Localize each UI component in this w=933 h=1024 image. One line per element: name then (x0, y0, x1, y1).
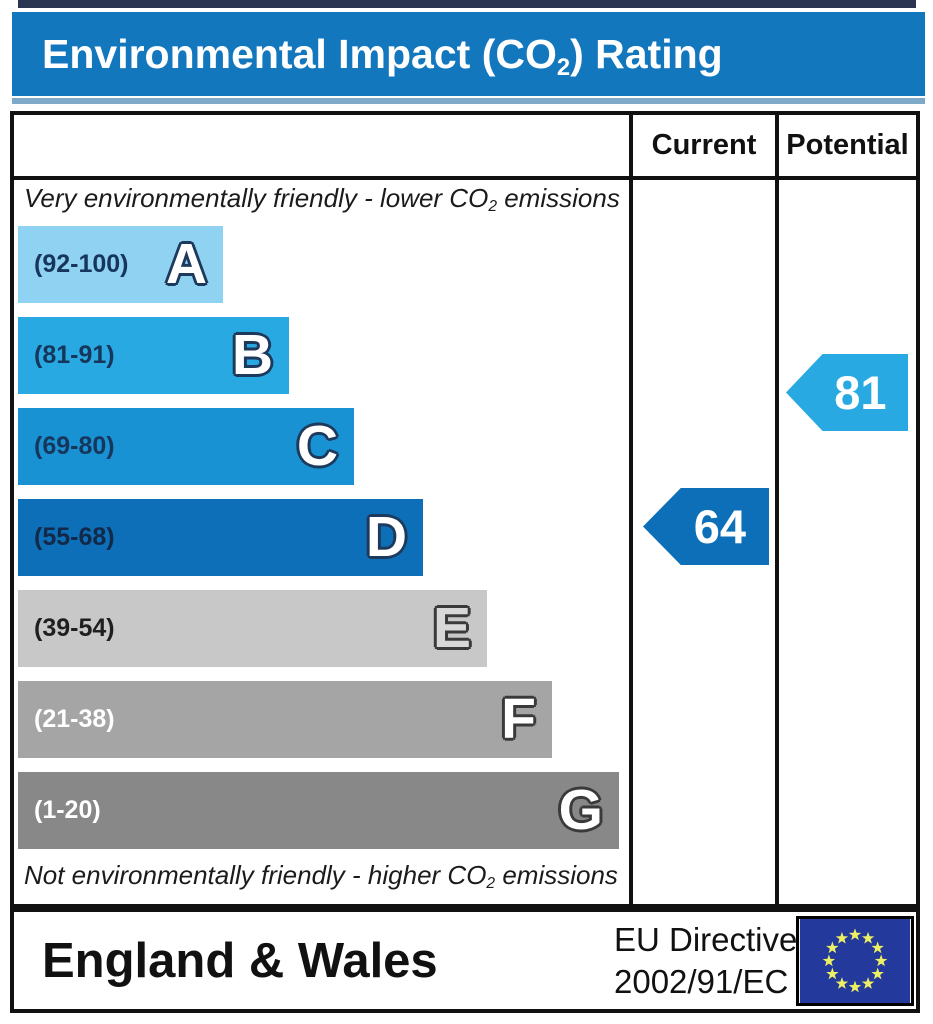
top-caption: Very environmentally friendly - lower CO… (24, 183, 620, 215)
band-range-label: (39-54) (34, 614, 115, 642)
potential-column-divider (775, 115, 779, 904)
current-rating-arrow: 64 (643, 488, 769, 565)
band-row-b: (81-91) B (18, 317, 289, 394)
band-row-c: (69-80) C (18, 408, 354, 485)
band-row-e: (39-54) E (18, 590, 487, 667)
chart-title-post: ) Rating (570, 31, 723, 77)
band-range-label: (1-20) (34, 796, 101, 824)
top-caption-text: Very environmentally friendly - lower CO (24, 183, 489, 213)
band-row-g: (1-20) G (18, 772, 619, 849)
eu-directive-line1: EU Directive (614, 920, 798, 958)
top-caption-suffix: emissions (497, 183, 620, 213)
top-caption-subscript: 2 (488, 197, 497, 215)
eu-flag-icon (796, 915, 914, 1006)
band-letter: E (432, 596, 471, 660)
bottom-caption-suffix: emissions (495, 860, 618, 890)
potential-rating-value: 81 (834, 366, 887, 419)
band-letter: A (165, 232, 207, 296)
band-letter: B (231, 323, 273, 387)
region-label: England & Wales (42, 933, 438, 988)
band-range-label: (21-38) (34, 705, 115, 733)
chart-title-bar: Environmental Impact (CO2) Rating (12, 12, 925, 96)
potential-column-header: Potential (786, 129, 909, 161)
band-range-label: (69-80) (34, 432, 115, 460)
band-row-d: (55-68) D (18, 499, 423, 576)
current-column-divider (629, 115, 633, 904)
bottom-caption-text: Not environmentally friendly - higher CO (24, 860, 487, 890)
band-letter: D (365, 505, 407, 569)
rating-table: Current Potential Very environmentally f… (10, 111, 920, 908)
footer-bar: England & Wales EU Directive 2002/91/EC (10, 908, 920, 1013)
potential-rating-arrow: 81 (786, 354, 908, 431)
title-underline (12, 98, 925, 104)
band-row-f: (21-38) F (18, 681, 552, 758)
table-header-row (14, 115, 916, 180)
eu-directive-line2: 2002/91/EC (614, 962, 789, 1000)
band-row-a: (92-100) A (18, 226, 223, 303)
band-range-label: (81-91) (34, 341, 115, 369)
band-range-label: (55-68) (34, 523, 115, 551)
bottom-caption: Not environmentally friendly - higher CO… (24, 860, 618, 892)
current-column-header: Current (651, 129, 757, 161)
eu-directive-label: EU Directive 2002/91/EC (614, 918, 797, 1002)
chart-title-subscript: 2 (556, 53, 571, 81)
band-range-label: (92-100) (34, 250, 129, 278)
bottom-caption-subscript: 2 (486, 874, 496, 892)
band-letter: C (296, 414, 338, 478)
band-letter: G (558, 778, 603, 842)
band-letter: F (501, 687, 536, 751)
image-top-strip (18, 0, 916, 8)
current-rating-value: 64 (693, 500, 746, 553)
chart-title-pre: Environmental Impact (CO (42, 31, 557, 77)
